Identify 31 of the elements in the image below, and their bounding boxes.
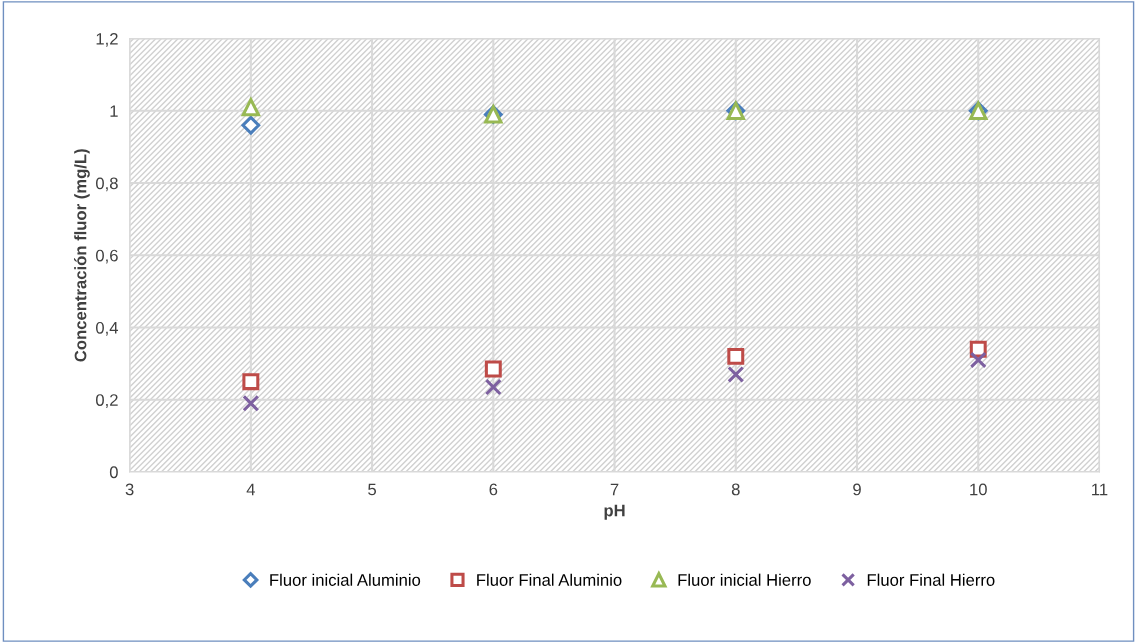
legend-label: Fluor Final Hierro xyxy=(867,573,995,586)
point xyxy=(484,360,502,378)
x-tick-label: 7 xyxy=(610,483,619,496)
legend-label: Fluor inicial Hierro xyxy=(678,573,811,586)
point xyxy=(727,347,745,365)
y-tick-label: 0,8 xyxy=(95,177,118,192)
point xyxy=(242,394,260,412)
x-tick-label: 5 xyxy=(368,483,377,496)
y-tick-label: 0,2 xyxy=(95,394,118,408)
x-tick-label: 3 xyxy=(125,483,134,496)
y-tick-label: 1 xyxy=(110,105,118,117)
y-axis-title: Concentración fluor (mg/L) xyxy=(74,149,90,362)
y-tick-label: 1,2 xyxy=(96,32,118,47)
point xyxy=(241,98,261,117)
y-tick-label: 0 xyxy=(109,466,118,479)
point xyxy=(727,365,745,383)
point xyxy=(241,115,261,135)
legend-label: Fluor inicial Aluminio xyxy=(270,573,421,586)
point xyxy=(484,378,502,396)
y-tick-label: 0,4 xyxy=(95,321,119,336)
point xyxy=(969,351,987,369)
x-tick-label: 9 xyxy=(853,483,861,496)
legend-label: Fluor Final Aluminio xyxy=(477,573,622,586)
x-tick-label: 8 xyxy=(731,483,740,496)
x-tick-label: 4 xyxy=(246,483,255,496)
point xyxy=(242,373,260,391)
y-tick-label: 0,6 xyxy=(95,249,118,264)
x-tick-label: 6 xyxy=(489,483,498,496)
x-axis-title: pH xyxy=(604,504,625,520)
x-tick-label: 11 xyxy=(1092,483,1108,496)
x-tick-label: 10 xyxy=(970,483,987,496)
